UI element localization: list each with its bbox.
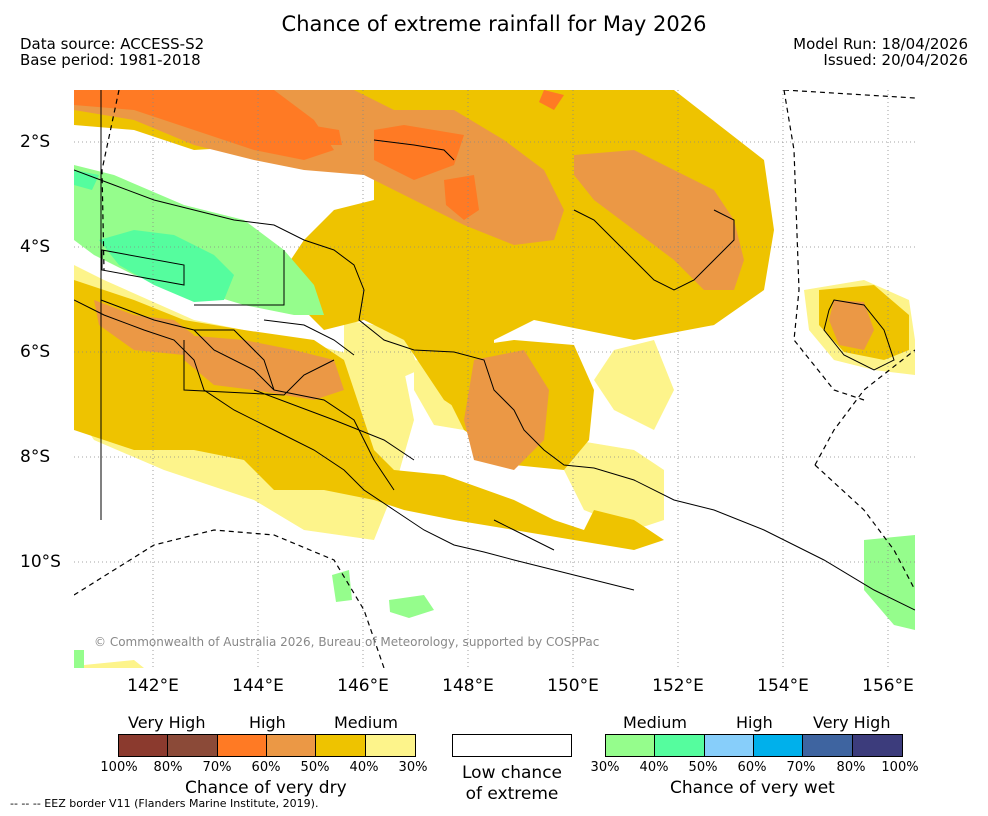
dry-percent-label: 40% <box>349 760 379 775</box>
wet-percent-label: 70% <box>786 760 816 775</box>
wet-percent-label: 100% <box>881 760 919 775</box>
eez-border <box>74 90 915 668</box>
wet-percent-label: 40% <box>639 760 669 775</box>
dry-percent-label: 80% <box>153 760 183 775</box>
data-source-text: Data source: ACCESS-S2 <box>20 35 205 53</box>
wet-medium-label: Medium <box>623 713 687 732</box>
map-title: Chance of extreme rainfall for May 2026 <box>281 12 707 36</box>
dry-very-high-label: Very High <box>128 713 206 732</box>
model-run-text: Model Run: 18/04/2026 <box>793 35 968 53</box>
coastlines <box>74 139 915 611</box>
x-tick-label: 146°E <box>337 676 389 696</box>
dry-swatch-1 <box>119 735 169 756</box>
y-tick-label: 4°S <box>20 237 51 257</box>
provincial-borders <box>100 90 415 520</box>
dry-orange-regions <box>74 90 564 220</box>
y-tick-label: 8°S <box>20 447 51 467</box>
dry-medium-label: Medium <box>334 713 398 732</box>
dry-high-label: High <box>249 713 286 732</box>
wet-swatch-4 <box>753 735 804 756</box>
data-source-block: Data source: ACCESS-S2 Base period: 1981… <box>20 36 204 68</box>
dry-tan-regions <box>74 90 874 470</box>
wet-swatch-2 <box>655 735 705 756</box>
dry-swatch-6 <box>365 735 415 756</box>
low-chance-line2: of extreme <box>465 784 559 804</box>
dry-color-scale <box>118 734 416 757</box>
wet-color-scale <box>605 734 903 757</box>
x-tick-label: 144°E <box>232 676 284 696</box>
wet-percent-label: 60% <box>737 760 767 775</box>
dry-swatch-2 <box>168 735 218 756</box>
wet-green-regions <box>74 170 234 302</box>
y-tick-label: 6°S <box>20 342 51 362</box>
dry-swatch-3 <box>217 735 267 756</box>
x-tick-label: 142°E <box>127 676 179 696</box>
model-run-block: Model Run: 18/04/2026 Issued: 20/04/2026 <box>793 36 968 68</box>
wet-swatch-6 <box>852 735 902 756</box>
wet-light-green-regions <box>74 165 915 668</box>
wet-swatch-5 <box>803 735 853 756</box>
dry-swatch-5 <box>316 735 366 756</box>
map-canvas <box>74 90 915 668</box>
dry-percent-label: 50% <box>300 760 330 775</box>
wet-percent-label: 80% <box>836 760 866 775</box>
copyright-text: © Commonwealth of Australia 2026, Bureau… <box>94 635 600 649</box>
dry-percent-label: 60% <box>251 760 281 775</box>
issued-text: Issued: 20/04/2026 <box>823 51 968 69</box>
low-chance-caption: Low chance of extreme <box>452 763 572 805</box>
base-period-text: Base period: 1981-2018 <box>20 51 201 69</box>
x-tick-label: 150°E <box>547 676 599 696</box>
x-tick-label: 148°E <box>442 676 494 696</box>
rainfall-map[interactable]: © Commonwealth of Australia 2026, Bureau… <box>74 90 915 668</box>
dry-percent-label: 70% <box>202 760 232 775</box>
low-chance-swatch <box>452 734 572 757</box>
x-tick-label: 156°E <box>862 676 914 696</box>
dry-caption: Chance of very dry <box>185 778 347 798</box>
wet-very-high-label: Very High <box>813 713 891 732</box>
wet-percent-label: 30% <box>590 760 620 775</box>
y-tick-label: 2°S <box>20 132 51 152</box>
wet-high-label: High <box>736 713 773 732</box>
x-tick-label: 154°E <box>757 676 809 696</box>
dry-percent-label: 30% <box>398 760 428 775</box>
eez-footnote: -- -- -- EEZ border V11 (Flanders Marine… <box>10 797 319 810</box>
wet-swatch-3 <box>704 735 754 756</box>
dry-percent-label: 100% <box>100 760 138 775</box>
wet-percent-label: 50% <box>688 760 718 775</box>
x-tick-label: 152°E <box>652 676 704 696</box>
dry-swatch-4 <box>266 735 317 756</box>
y-tick-label: 10°S <box>20 552 61 572</box>
low-chance-line1: Low chance <box>462 763 562 783</box>
graticule <box>74 90 915 668</box>
wet-caption: Chance of very wet <box>670 778 835 798</box>
wet-swatch-1 <box>606 735 656 756</box>
